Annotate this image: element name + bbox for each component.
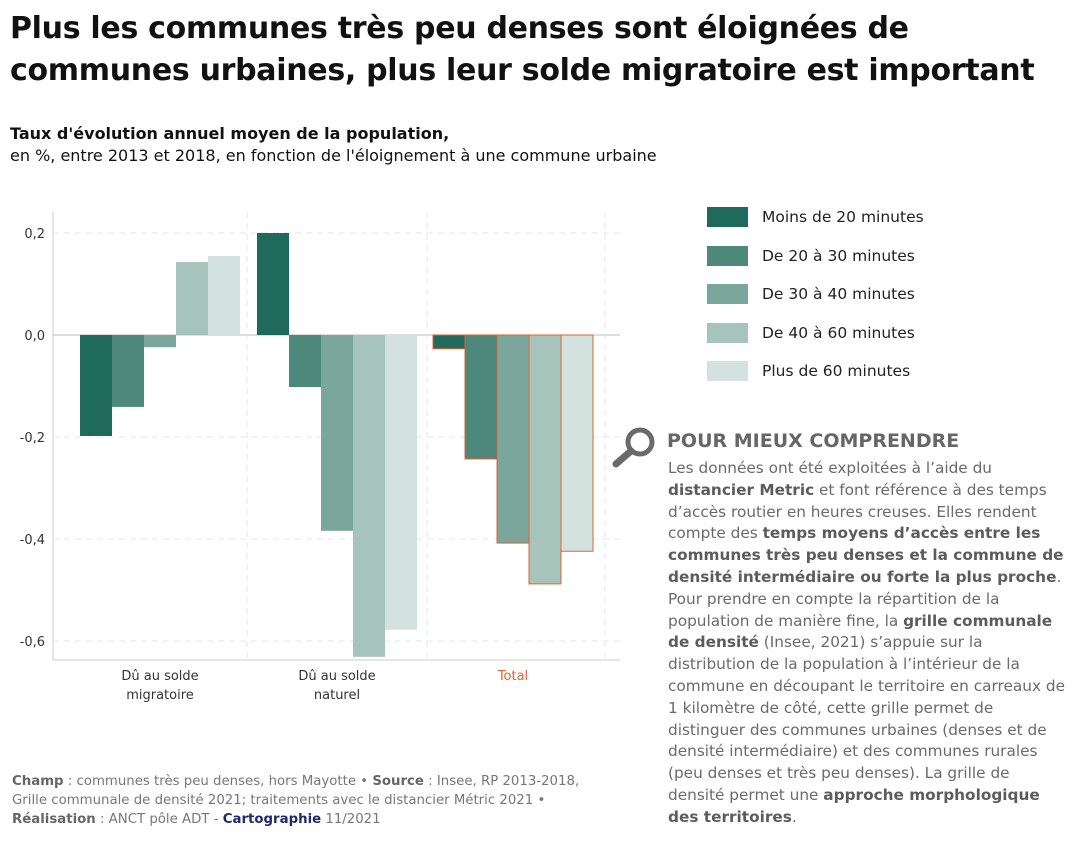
realisation-text: : ANCT pôle ADT -	[95, 812, 223, 827]
champ-text: : communes très peu denses, hors Mayotte…	[63, 774, 373, 789]
bar	[560, 334, 594, 552]
info-text-bold: grille communale de densité	[668, 611, 1053, 652]
legend-swatch	[707, 207, 748, 228]
bar	[112, 335, 144, 407]
bar	[353, 335, 385, 657]
bar	[80, 335, 112, 436]
info-text-bold: distancier Metric	[668, 480, 815, 499]
legend-label: Plus de 60 minutes	[762, 362, 911, 381]
footer-notes: Champ : communes très peu denses, hors M…	[12, 772, 612, 829]
bar	[144, 335, 176, 348]
y-tick-label: 0,2	[24, 227, 45, 242]
legend-item: De 20 à 30 minutes	[707, 237, 924, 276]
bar	[464, 334, 498, 460]
y-tick-label: -0,6	[20, 635, 45, 650]
bar	[321, 335, 353, 531]
cartographie-date: 11/2021	[321, 812, 381, 827]
champ-label: Champ	[12, 774, 64, 789]
chart-subtitle-bold: Taux d'évolution annuel moyen de la popu…	[10, 124, 450, 143]
legend-swatch	[707, 322, 748, 343]
magnifier-icon	[612, 427, 655, 468]
legend-item: De 40 à 60 minutes	[707, 314, 924, 353]
page-title: Plus les communes très peu denses sont é…	[10, 11, 1035, 88]
legend-label: De 20 à 30 minutes	[762, 246, 915, 265]
info-text: .	[791, 807, 797, 826]
legend-item: Moins de 20 minutes	[707, 198, 924, 237]
bar	[496, 334, 530, 544]
legend-swatch	[707, 245, 748, 266]
bar	[432, 334, 466, 350]
bar	[289, 335, 321, 388]
info-text-bold: approche morphologique des territoires	[668, 785, 1040, 826]
info-text: . Pour prendre en compte la répartition …	[668, 567, 1062, 630]
info-box-text: Les données ont été exploitées à l’aide …	[668, 458, 1068, 829]
bar	[528, 334, 562, 585]
legend-swatch	[707, 361, 748, 382]
bar	[208, 255, 240, 335]
y-tick-label: -0,2	[20, 431, 45, 446]
info-text: et font référence à des temps d’accès ro…	[668, 480, 1047, 543]
realisation-label: Réalisation	[12, 812, 96, 827]
legend-label: De 40 à 60 minutes	[762, 323, 915, 342]
legend-item: Plus de 60 minutes	[707, 352, 924, 391]
bar	[176, 262, 208, 335]
y-tick-label: 0,0	[24, 329, 45, 344]
x-category-label: migratoire	[126, 688, 194, 703]
chart-subtitle: en %, entre 2013 et 2018, en fonction de…	[10, 146, 657, 165]
info-box-title: POUR MIEUX COMPRENDRE	[667, 430, 960, 452]
source-label: Source	[372, 774, 424, 789]
cartographie-label: Cartographie	[222, 812, 322, 827]
x-category-label: naturel	[314, 688, 360, 703]
bar	[257, 233, 289, 335]
legend-label: De 30 à 40 minutes	[762, 285, 915, 304]
x-category-label: Dû au solde	[298, 669, 375, 684]
bar-chart: 0,2 0,0 -0,2 -0,4 -0,6 Dû au solde migratoire D…	[20, 212, 620, 703]
source-text: : Insee, RP 2013-2018, Grille communale …	[12, 774, 580, 808]
info-text-bold: temps moyens d’accès entre les communes …	[668, 524, 1064, 586]
info-text: Les données ont été exploitées à l’aide …	[668, 459, 992, 477]
x-category-label: Total	[497, 669, 528, 684]
legend-label: Moins de 20 minutes	[762, 208, 924, 227]
legend-item: De 30 à 40 minutes	[707, 275, 924, 314]
legend-swatch	[707, 284, 748, 305]
y-tick-label: -0,4	[20, 533, 45, 548]
x-category-label: Dû au solde	[121, 669, 198, 684]
legend: Moins de 20 minutes De 20 à 30 minutes De …	[707, 198, 924, 391]
info-text: (Insee, 2021) s’appuie sur la distributi…	[668, 633, 1065, 804]
bar	[385, 335, 417, 630]
